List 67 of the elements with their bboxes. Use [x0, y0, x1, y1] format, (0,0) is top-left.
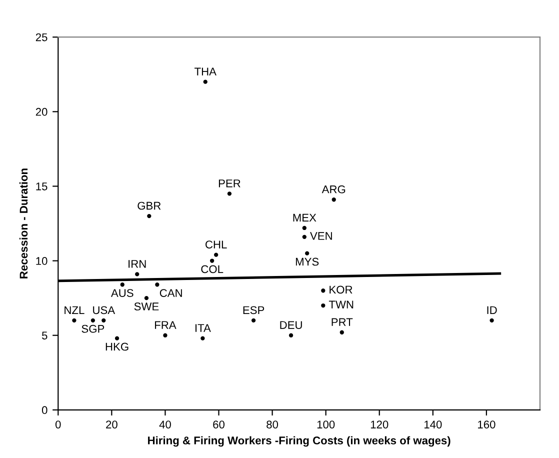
x-tick-label: 20 — [106, 420, 118, 428]
point — [227, 192, 232, 196]
data-label: VEN — [310, 232, 332, 240]
x-tick-label: 40 — [159, 420, 171, 428]
point — [90, 318, 96, 323]
point — [144, 296, 149, 300]
point — [302, 234, 307, 240]
point — [288, 333, 294, 338]
data-label: ESP — [243, 306, 264, 314]
x-axis-title: Hiring & Firing Workers -Firing Costs (in weeks of wages) — [148, 436, 450, 447]
data-label: COL — [201, 265, 224, 274]
point — [321, 303, 326, 308]
y-axis-title: Recession - Duration — [19, 168, 28, 278]
y-tick-label: 5 — [42, 332, 48, 340]
data-label: FRA — [155, 321, 176, 329]
x-tick-label: 100 — [317, 420, 335, 428]
data-label: DEU — [280, 321, 302, 329]
data-label: GBR — [138, 202, 161, 210]
y-tick-label: 0 — [42, 406, 48, 414]
point — [251, 318, 256, 323]
data-label: SWE — [134, 302, 159, 310]
point — [203, 80, 208, 84]
x-tick-label: 0 — [55, 420, 61, 428]
data-label: CHL — [206, 240, 227, 248]
data-label: PRT — [332, 318, 353, 326]
data-label: KOR — [330, 286, 352, 294]
point — [340, 330, 344, 334]
point — [321, 288, 326, 293]
data-label: HKG — [106, 342, 128, 351]
point — [332, 198, 336, 202]
x-tick-label: 140 — [424, 420, 442, 428]
y-tick-label: 25 — [36, 33, 48, 42]
data-label: ID — [487, 306, 497, 314]
x-tick-label: 60 — [213, 420, 224, 428]
y-tick-label: 15 — [36, 182, 48, 190]
data-label: SGP — [82, 324, 104, 333]
point — [490, 318, 494, 323]
x-tick-label: 120 — [370, 420, 388, 428]
data-label: USA — [93, 306, 116, 314]
x-tick-label: 80 — [266, 420, 278, 428]
point — [305, 251, 310, 256]
x-tick-label: 160 — [478, 420, 496, 428]
point — [72, 318, 76, 323]
data-label: IRN — [128, 260, 146, 268]
point — [210, 258, 214, 263]
data-label: MYS — [296, 258, 319, 266]
data-label: PER — [218, 180, 240, 188]
point — [120, 282, 124, 287]
point — [302, 226, 307, 230]
data-label: AUS — [110, 289, 134, 297]
data-label: TWN — [328, 300, 354, 308]
y-tick-label: 20 — [36, 108, 48, 116]
data-label: MEX — [293, 214, 316, 222]
point — [114, 336, 120, 340]
data-label: CAN — [160, 289, 182, 297]
point — [135, 272, 140, 276]
data-label: ITA — [195, 324, 211, 332]
point — [155, 282, 160, 287]
point — [102, 318, 106, 323]
point — [214, 252, 218, 257]
y-tick-label: 10 — [36, 257, 48, 265]
data-label: THA — [194, 68, 216, 76]
point — [163, 333, 168, 338]
point — [200, 336, 205, 340]
point — [147, 214, 152, 218]
data-label: ARG — [322, 185, 346, 194]
data-label: NZL — [64, 306, 84, 314]
